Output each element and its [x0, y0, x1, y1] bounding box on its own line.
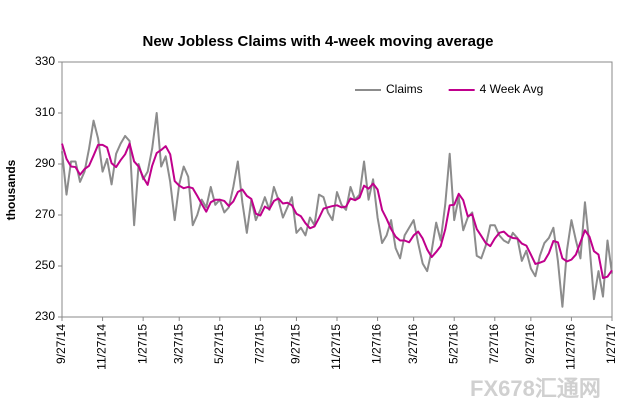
- x-tick-label: 7/27/15: [253, 324, 267, 364]
- x-tick-label: 3/27/15: [171, 324, 185, 364]
- x-tick-label: 7/27/16: [487, 324, 501, 364]
- y-axis-title: thousands: [4, 159, 18, 220]
- series-line: [61, 142, 613, 279]
- x-tick-label: 3/27/16: [406, 324, 420, 364]
- x-tick-label: 11/27/14: [95, 324, 109, 370]
- legend-label: Claims: [386, 82, 423, 96]
- y-tick-label: 270: [35, 207, 55, 221]
- x-tick-label: 9/27/14: [54, 324, 68, 364]
- y-tick-label: 290: [35, 156, 55, 170]
- x-tick-label: 9/27/16: [523, 324, 537, 364]
- y-tick-label: 330: [35, 54, 55, 68]
- chart-title: New Jobless Claims with 4-week moving av…: [143, 33, 494, 50]
- x-tick-label: 11/27/16: [564, 324, 578, 370]
- x-tick-label: 11/27/15: [329, 324, 343, 370]
- y-tick-label: 250: [35, 258, 55, 272]
- y-tick-label: 230: [35, 309, 55, 323]
- x-tick-label: 1/27/17: [604, 324, 618, 364]
- x-tick-label: 9/27/15: [289, 324, 303, 364]
- plot-frame: [61, 61, 613, 318]
- x-tick-label: 1/27/16: [370, 324, 384, 364]
- x-tick-label: 5/27/16: [446, 324, 460, 364]
- y-tick-label: 310: [35, 105, 55, 119]
- x-tick-label: 1/27/15: [135, 324, 149, 364]
- series-line: [61, 112, 613, 308]
- watermark: FX678汇通网: [470, 376, 601, 401]
- x-tick-label: 5/27/15: [212, 324, 226, 364]
- legend-label: 4 Week Avg: [480, 82, 544, 96]
